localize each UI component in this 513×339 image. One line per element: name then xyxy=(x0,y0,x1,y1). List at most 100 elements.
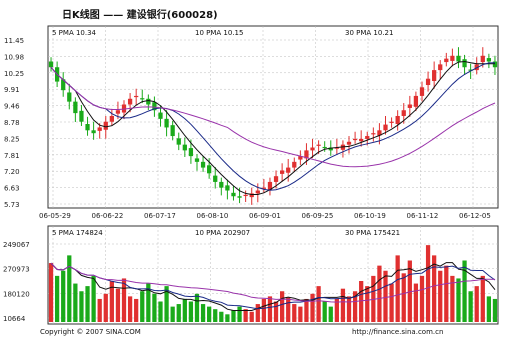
price-tick-label: 8.78 xyxy=(4,119,20,127)
candle-body xyxy=(359,138,364,142)
price-tick-label: 9.46 xyxy=(4,103,20,111)
volume-bar xyxy=(158,301,163,322)
candle-body xyxy=(140,98,145,100)
candle-body xyxy=(365,136,370,139)
candle-body xyxy=(371,133,376,135)
volume-bar xyxy=(468,291,473,322)
candle-body xyxy=(109,115,114,122)
candle-body xyxy=(267,181,273,190)
candle-body xyxy=(468,69,473,71)
candle-body xyxy=(346,141,352,145)
candle-body xyxy=(286,167,291,173)
vol-legend-ma30: 30 PMA 175421 xyxy=(345,229,400,237)
legend-ma10: 10 PMA 10.15 xyxy=(195,29,243,37)
volume-bar xyxy=(395,255,400,322)
volume-bar xyxy=(298,306,303,322)
date-tick-label: 06-09-01 xyxy=(249,212,281,220)
volume-tick-label: 270973 xyxy=(3,266,30,274)
candle-body xyxy=(328,147,333,151)
candle-body xyxy=(200,161,206,168)
volume-bar xyxy=(456,278,461,322)
volume-bar xyxy=(310,293,315,322)
candle-body xyxy=(121,104,127,113)
candle-body xyxy=(194,158,200,162)
volume-bars xyxy=(48,245,498,322)
volume-bar xyxy=(359,281,364,322)
volume-bar xyxy=(255,304,260,322)
candle-body xyxy=(85,124,90,131)
volume-bar xyxy=(91,275,96,322)
volume-bar xyxy=(450,275,455,322)
volume-bar xyxy=(213,309,218,322)
candle-body xyxy=(407,104,412,108)
price-tick-label: 6.63 xyxy=(4,185,20,193)
volume-bar xyxy=(267,296,273,322)
volume-bar xyxy=(109,281,114,322)
volume-tick-label: 180120 xyxy=(3,290,30,298)
legend-ma30: 30 PMA 10.21 xyxy=(345,29,393,37)
volume-bar xyxy=(389,283,394,322)
date-tick-label: 06-12-05 xyxy=(459,212,491,220)
candle-body xyxy=(134,95,139,98)
vol-ma5-line xyxy=(50,262,496,311)
candlesticks xyxy=(48,47,498,205)
candle-body xyxy=(304,150,309,159)
volume-bar xyxy=(225,314,230,322)
candle-body xyxy=(207,165,212,174)
price-tick-label: 10.25 xyxy=(4,70,24,78)
candle-body xyxy=(67,92,72,102)
volume-bar xyxy=(292,304,297,322)
volume-moving-averages xyxy=(50,262,496,311)
candle-body xyxy=(103,121,108,130)
volume-bar xyxy=(486,296,492,322)
volume-bar xyxy=(85,286,90,322)
candle-body xyxy=(334,147,339,149)
volume-bar xyxy=(79,291,84,322)
ma5-line xyxy=(50,60,495,195)
candle-body xyxy=(61,79,66,91)
volume-bar xyxy=(67,255,72,322)
candle-body xyxy=(255,190,260,194)
candle-body xyxy=(462,59,467,68)
date-axis: 06-05-29 06-06-22 06-07-17 06-08-10 06-09-01… xyxy=(39,212,491,220)
price-legend: 5 PMA 10.34 10 PMA 10.15 30 PMA 10.21 xyxy=(52,29,393,37)
date-tick-label: 06-06-22 xyxy=(92,212,124,220)
candle-body xyxy=(115,110,121,114)
price-panel xyxy=(47,25,499,209)
volume-bar xyxy=(352,291,358,322)
volume-bar xyxy=(334,298,339,322)
candle-body xyxy=(438,64,443,71)
volume-grid xyxy=(48,226,498,324)
volume-bar xyxy=(492,298,498,322)
candle-body xyxy=(492,61,498,68)
volume-bar xyxy=(407,260,412,322)
candle-body xyxy=(219,181,224,188)
legend-ma5: 5 PMA 10.34 xyxy=(52,29,97,37)
volume-bar xyxy=(377,265,382,322)
candle-body xyxy=(432,70,437,81)
volume-bar xyxy=(383,270,388,322)
volume-legend: 5 PMA 174824 10 PMA 202907 30 PMA 175421 xyxy=(52,229,400,237)
volume-bar xyxy=(194,293,200,322)
volume-bar xyxy=(432,255,437,322)
volume-bar xyxy=(316,286,321,322)
date-tick-label: 06-07-17 xyxy=(144,212,176,220)
price-tick-label: 10.98 xyxy=(4,53,24,61)
volume-bar xyxy=(273,301,279,322)
candle-body xyxy=(225,185,230,191)
volume-bar xyxy=(243,309,248,322)
volume-bar xyxy=(249,311,254,322)
candle-body xyxy=(456,55,461,62)
volume-bar xyxy=(340,288,346,322)
candle-body xyxy=(91,130,96,134)
vol-ma30-line xyxy=(50,262,496,303)
date-tick-label: 06-09-25 xyxy=(302,212,334,220)
price-moving-averages xyxy=(50,60,496,195)
candle-body xyxy=(249,193,254,198)
volume-bar xyxy=(152,293,157,322)
candle-body xyxy=(444,58,449,63)
vol-ma10-line xyxy=(50,262,496,310)
candle-body xyxy=(146,98,151,105)
volume-bar xyxy=(346,296,352,322)
